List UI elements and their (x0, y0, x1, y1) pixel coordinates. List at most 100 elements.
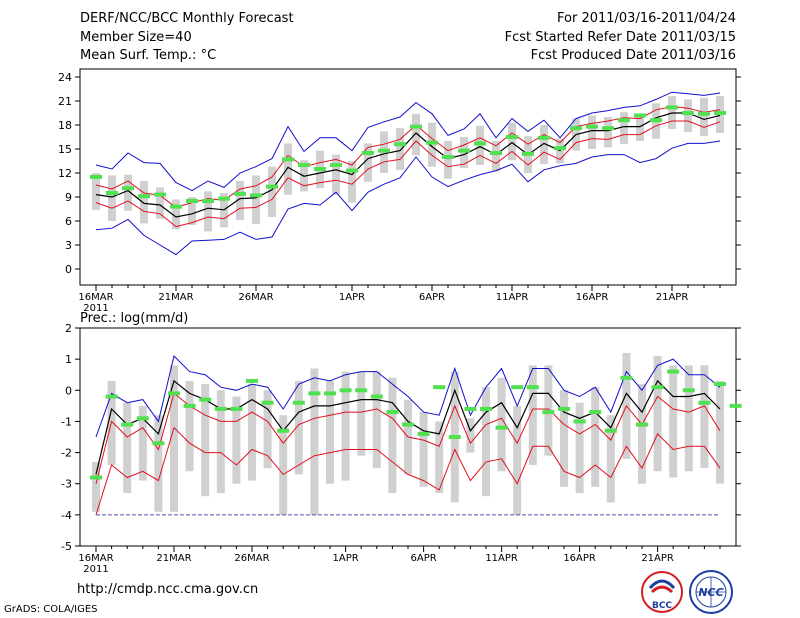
obs-mark (152, 441, 165, 446)
panel-title: Prec.: log(mm/d) (80, 311, 188, 326)
spread-bar (188, 197, 196, 225)
y-tick-label: 9 (65, 191, 72, 204)
spread-bar (364, 143, 372, 182)
bcc-logo: BCC (641, 571, 683, 613)
y-tick-label: 6 (65, 215, 72, 228)
obs-mark (448, 435, 461, 439)
spread-bar (684, 99, 692, 133)
spread-bar (700, 97, 708, 137)
obs-mark (698, 400, 711, 405)
spread-bar (341, 371, 350, 481)
obs-mark (170, 204, 182, 209)
obs-mark (314, 167, 326, 171)
spread-bar (528, 365, 537, 466)
obs-mark (554, 146, 566, 151)
series-line-inner_lower (95, 426, 721, 516)
obs-mark (154, 192, 166, 197)
obs-mark (355, 388, 368, 393)
ncc-logo-text: NCC (698, 586, 723, 599)
obs-mark (218, 196, 230, 201)
spread-bar (268, 166, 276, 217)
bcc-logo-text: BCC (652, 601, 672, 611)
obs-mark (261, 400, 274, 405)
y-tick-label: -2 (61, 447, 72, 460)
spread-bar (263, 390, 272, 469)
obs-mark (330, 163, 342, 167)
obs-mark (602, 126, 614, 131)
spread-bar (348, 161, 356, 203)
x-tick-label: 21MAR (158, 292, 193, 303)
obs-mark (698, 111, 710, 116)
spread-bar (636, 115, 644, 141)
spread-bar (492, 141, 500, 172)
obs-mark (378, 148, 390, 153)
spread-bar (284, 143, 292, 195)
y-tick-label: -3 (61, 478, 72, 491)
obs-mark (526, 385, 539, 390)
series-line-inner_upper (95, 392, 721, 484)
obs-mark (511, 385, 524, 390)
obs-mark (308, 391, 321, 396)
x-tick-label: 21MAR (156, 553, 191, 564)
spread-bar (124, 174, 132, 211)
series-line-mean (95, 379, 721, 475)
obs-mark (138, 194, 150, 199)
website-url[interactable]: http://cmdp.ncc.cma.gov.cn (77, 582, 259, 597)
spread-bar (669, 365, 678, 478)
obs-mark (250, 193, 262, 198)
spread-bar (466, 418, 475, 453)
obs-mark (522, 151, 534, 156)
obs-mark (495, 425, 508, 430)
obs-mark (634, 113, 646, 118)
obs-mark (604, 428, 617, 433)
obs-mark (558, 406, 570, 411)
spread-bar (172, 199, 180, 229)
spread-bar (513, 405, 522, 515)
y-tick-label: 0 (65, 384, 72, 397)
spread-bar (332, 154, 340, 195)
spread-bar (700, 365, 709, 469)
obs-mark (199, 397, 212, 402)
obs-mark (266, 184, 278, 189)
obs-mark (246, 378, 258, 383)
obs-mark (277, 428, 290, 433)
obs-mark (105, 394, 118, 399)
spread-bar (444, 141, 452, 179)
obs-mark (682, 111, 694, 115)
obs-mark (362, 151, 374, 155)
y-tick-label: 15 (58, 143, 72, 156)
y-tick-label: 2 (65, 322, 72, 335)
obs-mark (666, 105, 678, 110)
y-tick-label: 18 (58, 119, 72, 132)
obs-mark (538, 135, 550, 140)
spread-bar (412, 113, 420, 156)
obs-mark (168, 391, 180, 396)
obs-mark (106, 191, 118, 195)
x-tick-label: 21APR (656, 292, 689, 303)
obs-mark (714, 111, 726, 115)
spread-bar (419, 412, 428, 487)
obs-mark (714, 382, 726, 387)
x-tick-label: 6APR (411, 553, 437, 564)
obs-mark (506, 135, 518, 139)
spread-bar (232, 396, 241, 484)
obs-mark (90, 175, 102, 179)
spread-bar (606, 415, 615, 503)
variable-label: Mean Surf. Temp.: °C (80, 48, 217, 63)
series-line-inner_upper (95, 106, 721, 208)
spread-bar (156, 187, 164, 219)
spread-bar (216, 390, 225, 494)
obs-mark (651, 385, 664, 390)
obs-mark (458, 148, 470, 153)
spread-bar (170, 365, 178, 512)
ncc-logo: NCC (689, 570, 733, 614)
obs-mark (186, 199, 198, 203)
obs-mark (386, 410, 399, 415)
spread-bar (279, 415, 288, 515)
spread-bar (604, 117, 612, 148)
series-line-outer_upper (95, 91, 721, 192)
x-tick-label: 2011 (83, 564, 108, 575)
obs-mark (183, 403, 196, 408)
